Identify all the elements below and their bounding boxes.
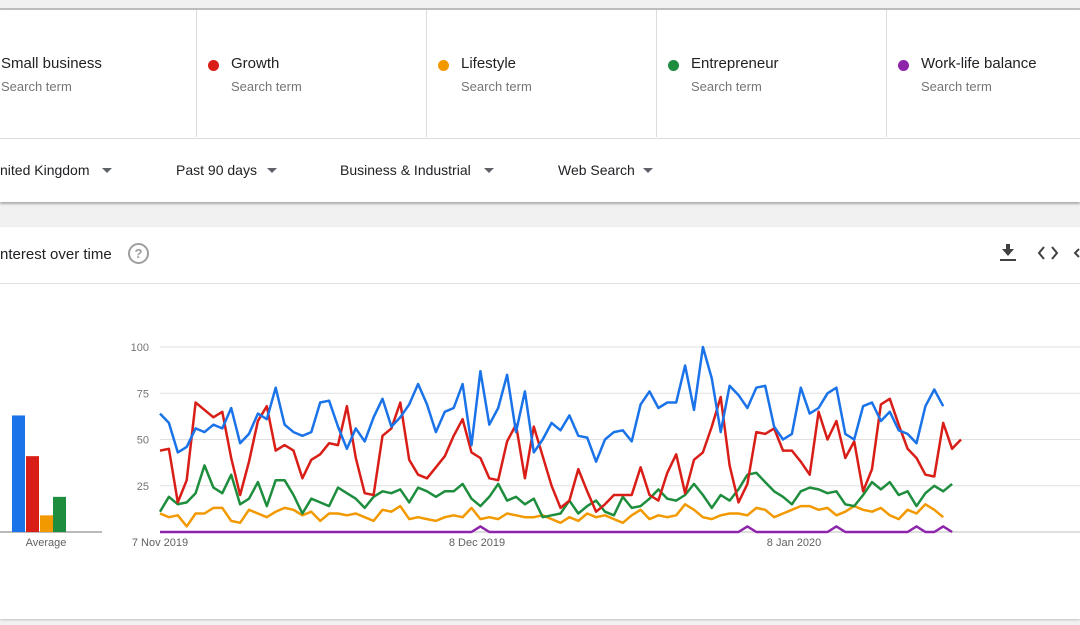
term-type: Search term	[461, 79, 532, 94]
share-icon[interactable]	[1072, 241, 1080, 265]
interest-chart: Average 25 50 75 100 7 Nov 2019 8 Dec 20…	[0, 342, 1080, 549]
x-tick-label: 8 Dec 2019	[449, 537, 505, 549]
chart-series	[158, 345, 962, 534]
dropdown-arrow-icon	[642, 167, 653, 173]
red-dot-icon	[208, 60, 219, 71]
dropdown-arrow-icon	[483, 167, 494, 173]
average-bar-entrepreneur	[53, 496, 66, 532]
dropdown-arrow-icon	[101, 167, 112, 173]
average-label: Average	[26, 537, 67, 549]
green-dot-icon	[668, 60, 679, 71]
y-tick-label: 100	[131, 342, 149, 354]
term-type: Search term	[691, 79, 762, 94]
search-type-dropdown[interactable]: Web Search	[558, 162, 653, 178]
term-type: Search term	[231, 79, 302, 94]
y-tick-label: 50	[137, 435, 149, 447]
purple-dot-icon	[898, 60, 909, 71]
help-circle-icon[interactable]: ?	[128, 243, 149, 264]
term-type: Search term	[1, 79, 72, 94]
interest-over-time-card: nterest over time ? Average 25 50 75 100…	[0, 227, 1080, 619]
series-line-small-business[interactable]	[159, 345, 945, 463]
average-bar-lifestyle	[40, 515, 53, 532]
term-card-entrepreneur[interactable]: Entrepreneur Search term	[657, 10, 887, 137]
search-terms-row: Small business Search term Growth Search…	[0, 10, 1080, 139]
category-dropdown[interactable]: Business & Industrial	[340, 162, 494, 178]
region-label: nited Kingdom	[0, 162, 90, 178]
series-line-lifestyle[interactable]	[159, 503, 944, 528]
comparison-panel: Small business Search term Growth Search…	[0, 10, 1080, 202]
dropdown-arrow-icon	[266, 167, 277, 173]
chart-x-labels: 7 Nov 2019 8 Dec 2019 8 Jan 2020	[132, 537, 821, 549]
yellow-dot-icon	[438, 60, 449, 71]
search-type-label: Web Search	[558, 162, 635, 178]
download-icon[interactable]	[996, 241, 1020, 265]
y-tick-label: 25	[137, 481, 149, 493]
embed-code-icon[interactable]	[1036, 241, 1060, 265]
card-header: nterest over time ?	[0, 227, 1080, 284]
region-dropdown[interactable]: nited Kingdom	[0, 162, 112, 178]
series-line-growth[interactable]	[159, 395, 962, 513]
term-name: Lifestyle	[461, 55, 517, 72]
x-tick-label: 7 Nov 2019	[132, 537, 188, 549]
term-name: Entrepreneur	[691, 55, 779, 72]
x-tick-label: 8 Jan 2020	[767, 537, 821, 549]
chart-y-ticks: 25 50 75 100	[131, 342, 149, 493]
term-name: Work-life balance	[921, 55, 1037, 72]
time-range-dropdown[interactable]: Past 90 days	[176, 162, 277, 178]
term-name: Small business	[1, 55, 102, 72]
card-title: nterest over time	[0, 246, 112, 263]
term-card-growth[interactable]: Growth Search term	[197, 10, 427, 137]
term-name: Growth	[231, 55, 280, 72]
category-label: Business & Industrial	[340, 162, 471, 178]
y-tick-label: 75	[137, 388, 149, 400]
time-range-label: Past 90 days	[176, 162, 257, 178]
term-card-work-life-balance[interactable]: Work-life balance Search term	[887, 10, 1080, 137]
term-card-small-business[interactable]: Small business Search term	[0, 10, 197, 137]
series-line-work-life-balance[interactable]	[160, 525, 953, 534]
filter-bar: nited Kingdom Past 90 days Business & In…	[0, 138, 1080, 202]
average-bar-growth	[26, 456, 39, 532]
top-divider	[0, 8, 1080, 10]
average-bar-small-business	[12, 415, 25, 532]
term-card-lifestyle[interactable]: Lifestyle Search term	[427, 10, 657, 137]
term-type: Search term	[921, 79, 992, 94]
average-bars: Average	[0, 415, 102, 549]
series-line-entrepreneur[interactable]	[158, 464, 953, 519]
